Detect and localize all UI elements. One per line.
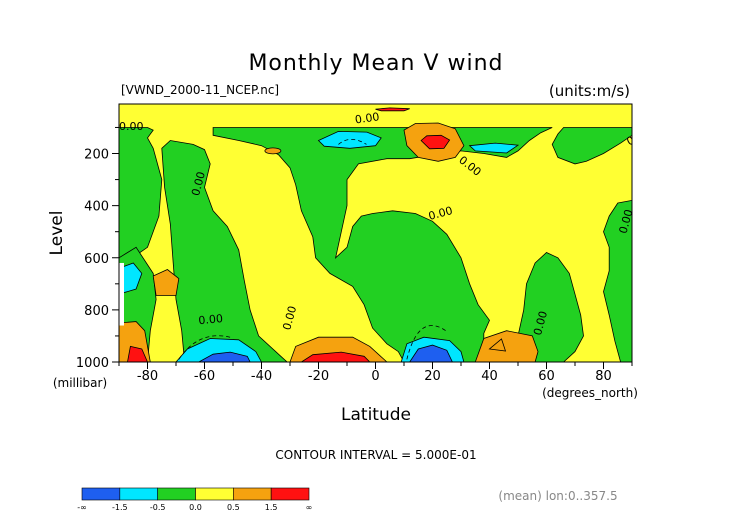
y-tick-label: 400 xyxy=(84,200,109,215)
small-orange-blob xyxy=(264,147,282,155)
dashed-contour-nh xyxy=(406,325,448,360)
y-tick-label: 800 xyxy=(84,304,109,319)
contour-label: 0.00 xyxy=(617,208,636,235)
y-axis-ticks: 200 400 600 800 1000 xyxy=(76,126,119,371)
missing-data-strip xyxy=(119,262,124,326)
x-tick-label: 20 xyxy=(424,369,441,384)
colorbar-swatch xyxy=(81,487,121,501)
x-tick-label: 60 xyxy=(538,369,555,384)
x-tick-label: -80 xyxy=(137,369,158,384)
footer-note: (mean) lon:0..357.5 xyxy=(498,489,617,503)
contour-label: 0.00 xyxy=(198,312,224,327)
file-label: [VWND_2000-11_NCEP.nc] xyxy=(121,83,279,97)
x-axis-units: (degrees_north) xyxy=(542,386,638,400)
colorbar-swatch xyxy=(233,487,272,501)
negative-region-6 xyxy=(603,199,632,362)
y-tick-label: 600 xyxy=(84,252,109,267)
colorbar-swatch xyxy=(195,487,234,501)
colorbar-swatch xyxy=(270,487,310,501)
colorbar-tick-label: 0.5 xyxy=(227,503,240,512)
dashed-contour-upper xyxy=(338,138,367,145)
contour-triangle xyxy=(488,338,507,352)
colorbar-tick-label: ∞ xyxy=(306,503,313,512)
x-tick-label: 0 xyxy=(371,369,379,384)
negative-region-1 xyxy=(119,127,163,259)
contour-label: 0.00 xyxy=(280,304,299,331)
sh-polar-surface-blue xyxy=(119,262,143,295)
colorbar-legend: -∞ -1.5 -0.5 0.0 0.5 1.5 ∞ xyxy=(77,487,313,512)
negative-region-7 xyxy=(511,252,584,362)
contour-interval-text: CONTOUR INTERVAL = 5.000E-01 xyxy=(275,448,476,462)
colorbar-swatch xyxy=(157,487,196,501)
contour-label: 0.00 xyxy=(427,204,454,223)
sh-55-surface-core xyxy=(198,351,251,362)
plot-area: 0.000.000.000.000.000.00 0.00 0.000.000.00 xyxy=(118,103,652,363)
contour-label: 0.00 xyxy=(189,170,208,197)
y-tick-label: 200 xyxy=(84,148,109,163)
contour-label: 0.00 xyxy=(531,310,550,337)
x-tick-label: -20 xyxy=(308,369,329,384)
x-tick-label: 80 xyxy=(595,369,612,384)
negative-region-5 xyxy=(551,127,632,165)
x-axis-label: Latitude xyxy=(341,405,411,425)
negative-region-4 xyxy=(212,127,553,362)
contour-label: 0.00 xyxy=(354,110,380,126)
negative-region-3 xyxy=(161,140,288,362)
nh-200-red xyxy=(420,134,451,150)
contour-label: 0.00 xyxy=(119,120,144,133)
colorbar-tick-label: -1.5 xyxy=(112,503,128,512)
contour-label: 0.00 xyxy=(624,125,652,148)
colorbar-tick-label: -∞ xyxy=(77,503,87,512)
colorbar-tick-label: -0.5 xyxy=(150,503,166,512)
x-tick-label: -40 xyxy=(251,369,272,384)
nh-18-surface-core xyxy=(409,344,453,362)
top-strip-red xyxy=(375,107,410,112)
sh-75-orange xyxy=(152,269,180,296)
colorbar-tick-label: 0.0 xyxy=(189,503,202,512)
nh-45-surface-orange xyxy=(474,330,539,362)
colorbar-swatch xyxy=(119,487,158,501)
y-axis-label: Level xyxy=(47,211,67,256)
x-tick-label: 40 xyxy=(481,369,498,384)
x-axis-ticks: -80 -60 -40 -20 0 20 40 60 80 xyxy=(118,362,633,384)
trop-20s-red xyxy=(300,351,371,362)
upper-blue-40n xyxy=(468,142,520,154)
chart-title: Monthly Mean V wind xyxy=(248,51,503,76)
x-tick-label: -60 xyxy=(194,369,215,384)
contour-fields: 0.000.000.000.000.000.00 0.00 0.000.000.00 xyxy=(119,104,652,362)
colorbar-tick-label: 1.5 xyxy=(265,503,278,512)
y-axis-units: (millibar) xyxy=(53,376,107,390)
y-tick-label: 1000 xyxy=(76,356,109,371)
dashed-contour-sh xyxy=(178,335,231,360)
units-label: (units:m/s) xyxy=(549,82,630,100)
sh-pole-surface-red xyxy=(127,345,148,362)
